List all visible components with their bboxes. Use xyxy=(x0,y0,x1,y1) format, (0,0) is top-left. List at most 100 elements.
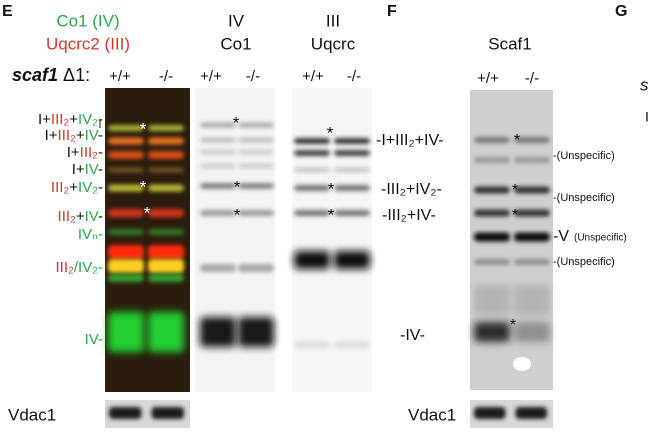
cut-text: s xyxy=(640,75,649,94)
band xyxy=(108,259,144,273)
band xyxy=(148,137,184,145)
band xyxy=(109,407,142,419)
genotype-label: scaf1 Δ1: xyxy=(12,65,90,85)
asterisk: * xyxy=(233,113,240,132)
band xyxy=(514,322,550,342)
label-segment: IVₙ- xyxy=(78,226,103,243)
label-segment: I+ xyxy=(67,144,80,161)
band xyxy=(514,209,550,217)
label-segment: III₂ xyxy=(51,179,70,196)
band xyxy=(108,312,144,352)
stain-label: Co1 (IV) xyxy=(56,11,119,30)
band xyxy=(238,264,274,272)
complex-label: IVₙ- xyxy=(78,226,103,243)
complex-label: I+IV- xyxy=(72,161,103,178)
asterisk: * xyxy=(328,179,335,198)
band xyxy=(238,317,274,347)
blot-header: Scaf1 xyxy=(488,34,531,53)
band xyxy=(148,125,184,131)
band xyxy=(334,150,370,156)
band xyxy=(514,186,550,194)
complex-label: I+III₂- xyxy=(67,144,103,161)
asterisk: * xyxy=(327,123,334,142)
asterisk: * xyxy=(234,177,241,196)
band xyxy=(294,150,330,156)
band xyxy=(474,209,510,217)
complex-label: I+III₂+IV- xyxy=(45,127,103,144)
blot-artifact xyxy=(513,357,531,371)
band xyxy=(238,210,274,216)
lane-label: -/- xyxy=(347,68,361,85)
asterisk: * xyxy=(234,205,241,224)
band xyxy=(148,274,184,282)
band-label: -(Unspecific) xyxy=(553,192,615,204)
label-segment: - xyxy=(98,179,103,196)
label-segment: III₂ xyxy=(58,127,77,144)
complex-label: IV- xyxy=(85,331,103,348)
band xyxy=(148,259,184,273)
band xyxy=(334,210,370,216)
label-segment: III₂ xyxy=(56,259,75,276)
band xyxy=(474,157,510,163)
label-segment: - xyxy=(98,127,103,144)
lane-header: Co1 xyxy=(220,34,251,53)
band xyxy=(514,285,550,315)
band xyxy=(294,210,330,216)
band xyxy=(474,137,510,143)
complex-label: -III₂+IV₂- xyxy=(381,181,442,198)
label-segment: + xyxy=(69,179,78,196)
lane-label: -/- xyxy=(159,68,173,85)
band xyxy=(148,209,184,217)
band xyxy=(148,229,184,235)
band-label: -(Unspecific) xyxy=(553,150,615,162)
band xyxy=(294,167,330,173)
asterisk: * xyxy=(328,205,335,224)
label-segment: IV xyxy=(85,208,99,225)
band xyxy=(474,232,510,242)
band-label: -V xyxy=(553,228,569,245)
band xyxy=(148,184,184,192)
lane-header: IV xyxy=(228,11,245,30)
band xyxy=(108,125,144,131)
label-segment: IV xyxy=(85,161,99,178)
label-segment: I+ xyxy=(45,127,58,144)
label-segment: IV₂ xyxy=(78,179,98,196)
label-segment: I+ xyxy=(38,111,51,128)
label-segment: + xyxy=(76,208,85,225)
blot xyxy=(292,88,372,392)
band xyxy=(334,342,370,348)
band xyxy=(200,264,236,272)
label-segment: I+ xyxy=(72,161,85,178)
lane-label: +/+ xyxy=(302,68,324,85)
asterisk: * xyxy=(144,203,151,222)
lane-header: Uqcrc xyxy=(311,34,356,53)
band xyxy=(148,151,184,159)
asterisk: * xyxy=(140,177,147,196)
band xyxy=(238,137,274,143)
band-label: (Unspecific) xyxy=(574,233,627,244)
asterisk: * xyxy=(512,182,518,199)
band xyxy=(238,122,274,128)
band xyxy=(200,122,236,128)
genotype-suffix: Δ1: xyxy=(63,65,90,85)
band xyxy=(514,232,550,242)
band xyxy=(294,138,330,144)
lane-label: +/+ xyxy=(200,68,222,85)
band xyxy=(108,245,144,259)
band xyxy=(334,138,370,144)
band xyxy=(200,163,236,169)
band xyxy=(514,259,550,265)
label-segment: - xyxy=(98,161,103,178)
blot xyxy=(105,88,190,392)
band xyxy=(108,274,144,282)
band xyxy=(334,185,370,191)
band xyxy=(474,322,510,342)
asterisk: * xyxy=(514,132,520,149)
band xyxy=(474,407,506,419)
band xyxy=(200,317,236,347)
band xyxy=(514,157,550,163)
label-segment: III₂ xyxy=(58,208,77,225)
band xyxy=(148,312,184,352)
band xyxy=(474,259,510,265)
